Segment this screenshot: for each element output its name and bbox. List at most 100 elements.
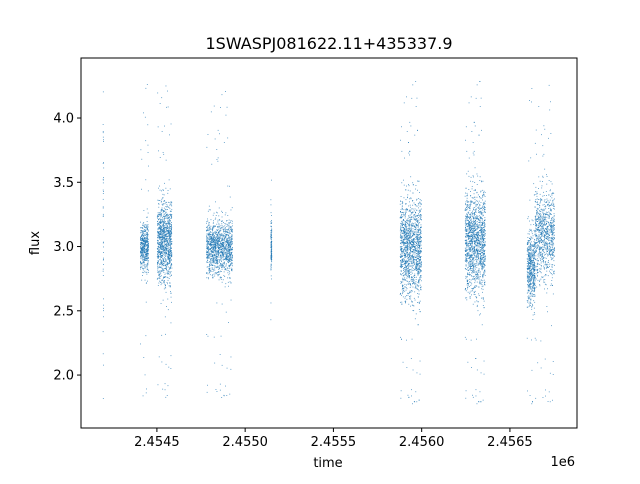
data-point [229, 259, 231, 261]
data-point [231, 244, 232, 246]
data-point [408, 271, 410, 272]
data-point [157, 241, 159, 243]
data-point [218, 228, 220, 230]
data-point [226, 256, 227, 257]
data-point [166, 245, 168, 247]
data-point [147, 234, 148, 235]
data-point [420, 244, 422, 246]
data-point [231, 251, 233, 253]
data-point [215, 248, 217, 250]
data-point [161, 233, 162, 235]
data-point [402, 273, 404, 274]
data-point [231, 257, 233, 259]
data-point [158, 277, 160, 278]
data-point [212, 277, 214, 279]
data-point [207, 254, 209, 256]
data-point [168, 229, 170, 231]
data-point [159, 244, 160, 245]
data-point [220, 246, 222, 248]
data-point [142, 255, 144, 257]
data-point [206, 256, 208, 258]
data-point [170, 265, 172, 267]
data-point [224, 257, 226, 259]
data-point [160, 227, 162, 229]
data-point [165, 239, 167, 240]
data-point [214, 265, 216, 267]
data-point [166, 234, 168, 236]
data-point [169, 232, 170, 233]
data-point [161, 232, 163, 234]
data-point [207, 259, 208, 261]
data-point [147, 248, 148, 250]
data-point [146, 245, 147, 247]
data-point [158, 200, 160, 201]
data-point [141, 250, 143, 251]
data-point [168, 273, 170, 275]
data-point [407, 238, 409, 240]
data-point [417, 270, 419, 272]
data-point [404, 230, 406, 232]
data-point [214, 265, 216, 267]
data-point [484, 271, 486, 273]
data-point [171, 227, 173, 228]
data-point [407, 293, 409, 295]
data-point [228, 274, 230, 276]
data-point [418, 301, 420, 303]
data-point [164, 282, 165, 284]
data-point [164, 258, 166, 259]
data-point [401, 260, 403, 262]
data-point [209, 267, 211, 269]
data-point [209, 271, 211, 273]
data-point [404, 270, 406, 272]
data-point [167, 271, 169, 273]
data-point [415, 106, 417, 107]
data-point [215, 259, 217, 261]
data-point [412, 247, 414, 248]
data-point [472, 394, 473, 396]
data-point [225, 385, 226, 387]
data-point [209, 244, 210, 246]
data-point [215, 267, 217, 268]
data-point [410, 198, 412, 200]
data-point [415, 259, 417, 261]
data-point [146, 254, 148, 256]
data-point [157, 228, 159, 230]
data-point [224, 238, 226, 239]
data-point [225, 238, 227, 240]
data-point [212, 257, 214, 259]
data-point [416, 249, 418, 251]
data-point [419, 233, 421, 235]
data-point [158, 206, 160, 208]
data-point [163, 236, 164, 238]
data-point [141, 279, 143, 281]
data-point [212, 225, 214, 227]
data-point [210, 241, 211, 242]
data-point [409, 281, 411, 282]
data-point [165, 230, 167, 232]
data-point [229, 277, 231, 279]
data-point [228, 251, 230, 252]
data-point [413, 305, 415, 307]
data-point [406, 262, 408, 263]
data-point [410, 206, 411, 208]
data-point [467, 260, 468, 262]
data-point [217, 244, 218, 246]
data-point [229, 258, 231, 260]
data-point [417, 247, 419, 249]
data-point [207, 242, 209, 244]
data-point [170, 233, 171, 235]
data-point [162, 268, 164, 270]
data-point [471, 283, 473, 285]
data-point [146, 264, 148, 266]
data-point [415, 81, 417, 82]
data-point [217, 249, 219, 251]
data-point [404, 246, 406, 248]
data-point [211, 247, 212, 248]
data-point [405, 287, 407, 288]
data-point [228, 230, 230, 231]
data-point [412, 234, 414, 236]
data-point [417, 236, 419, 238]
data-point [225, 311, 227, 313]
data-point [412, 264, 414, 266]
data-point [163, 227, 165, 229]
